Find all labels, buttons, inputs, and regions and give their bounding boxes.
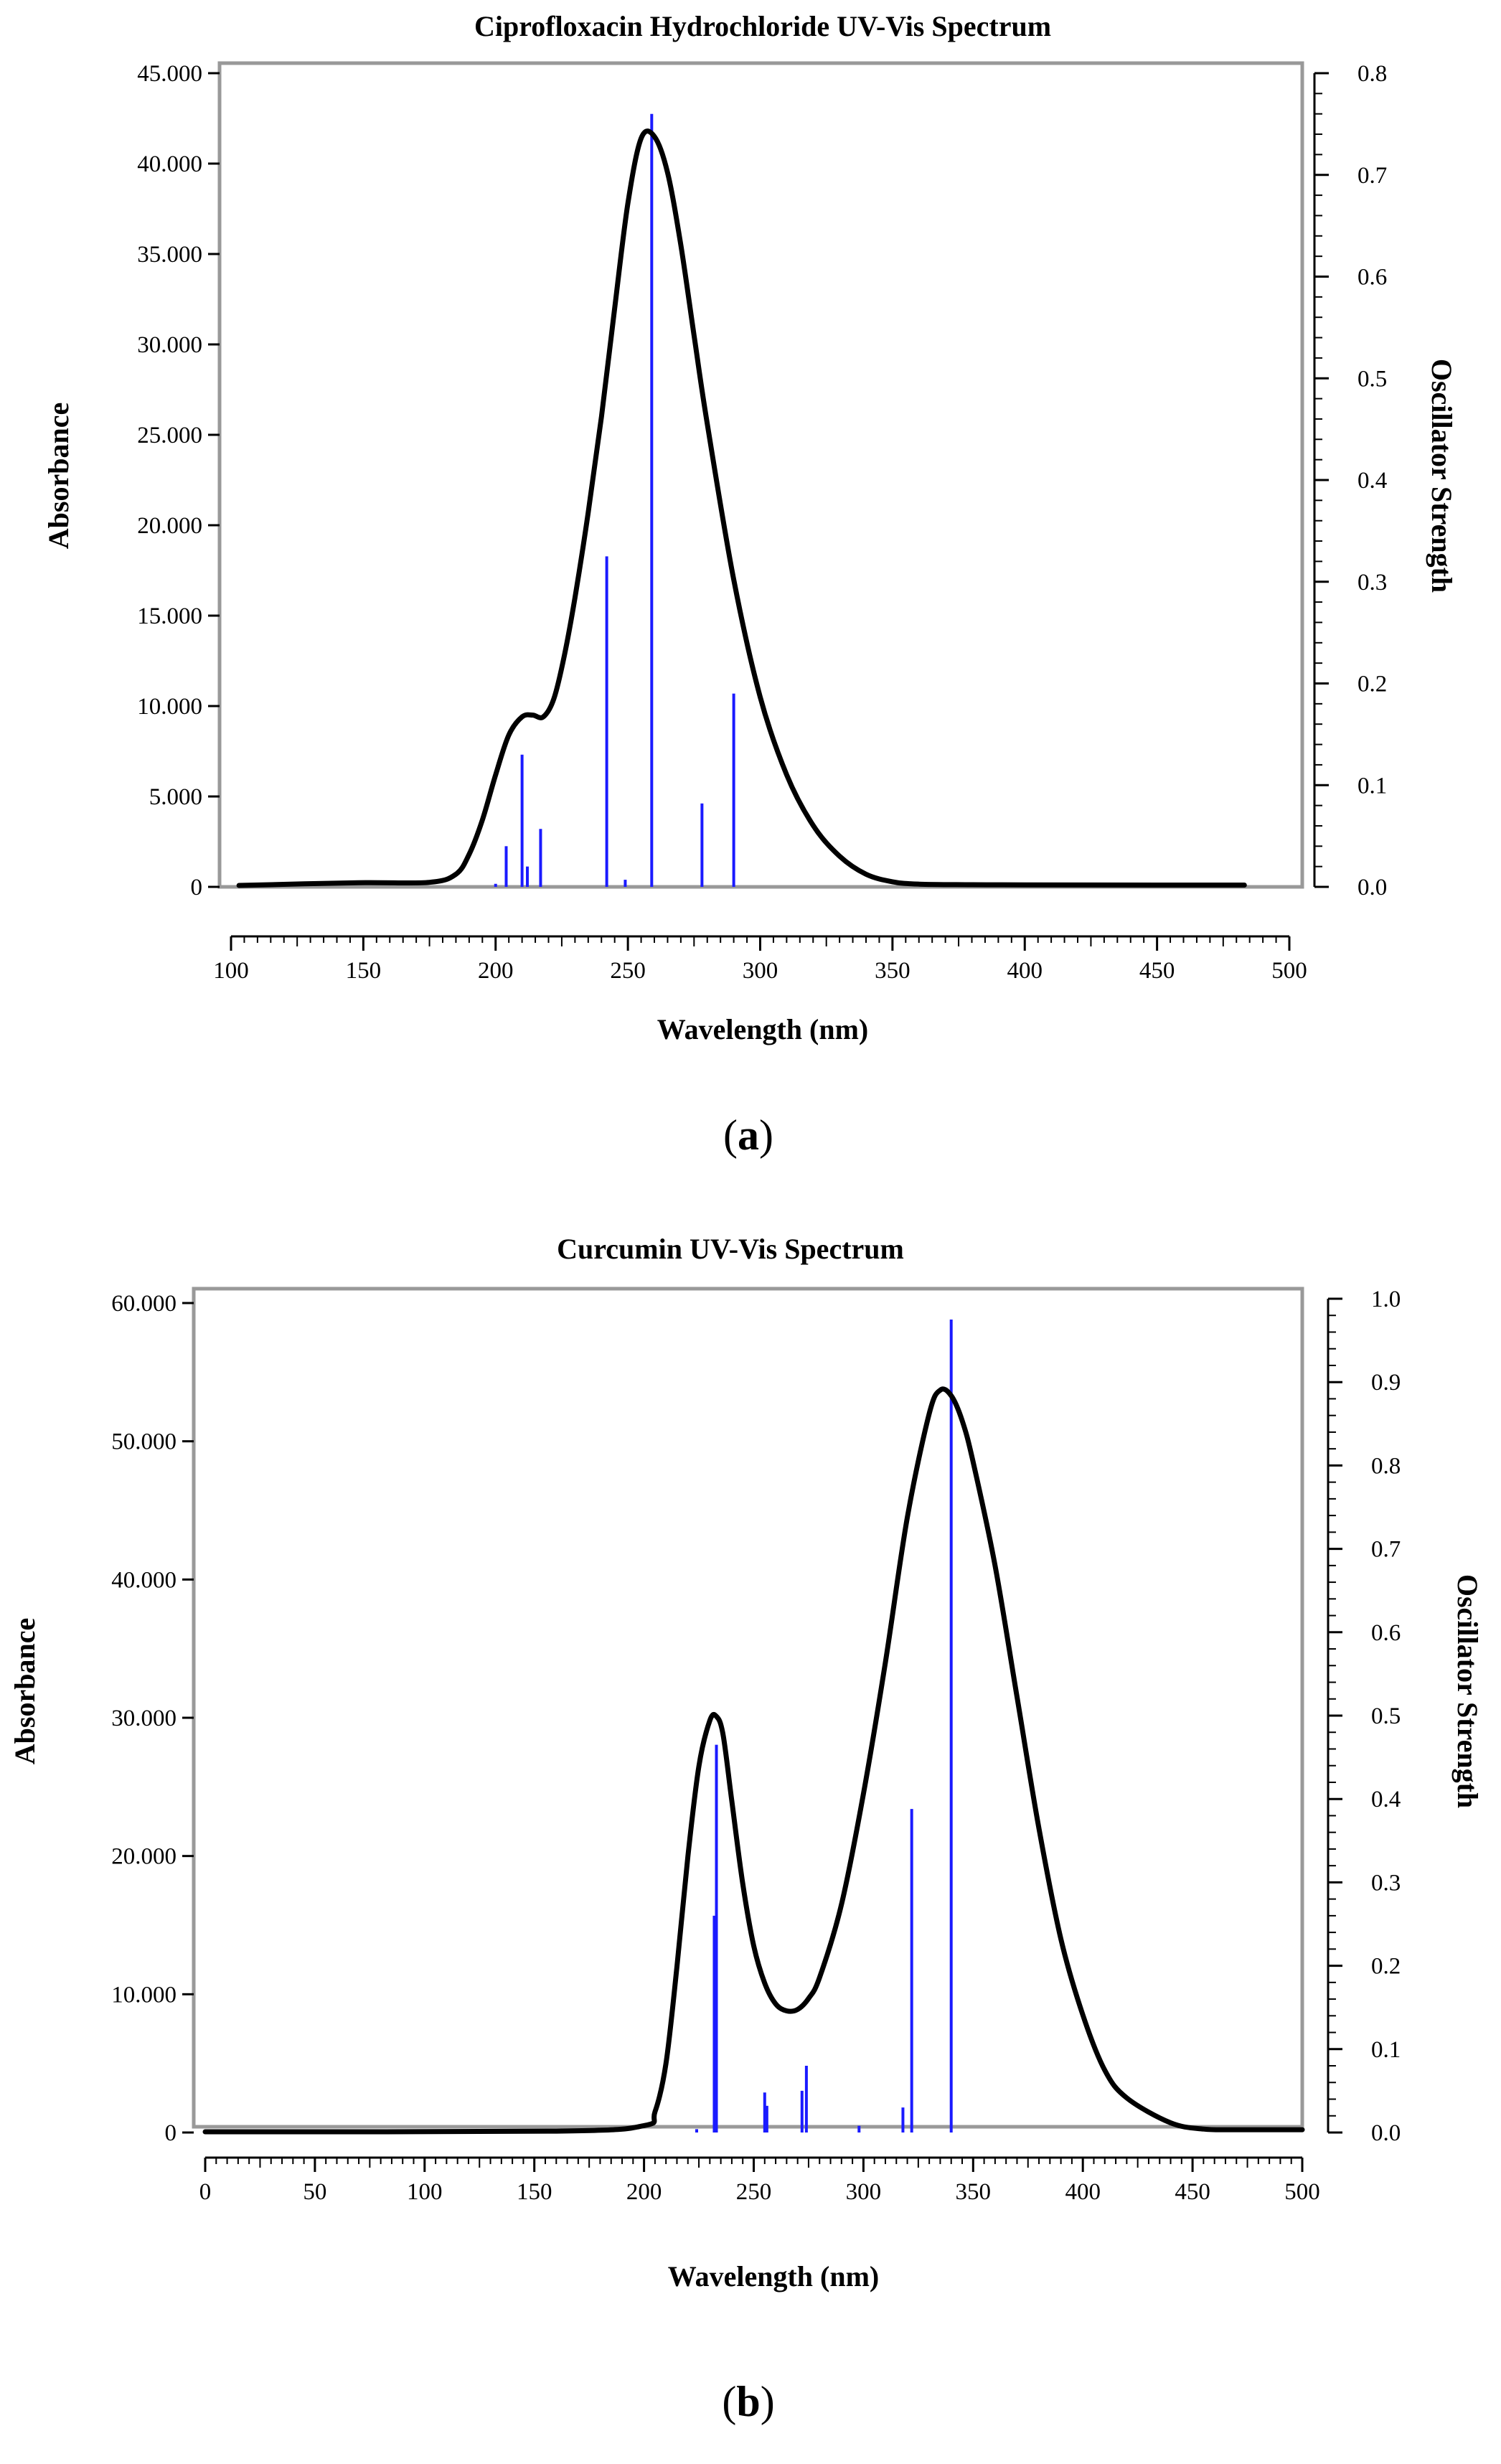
chart-b-y2-tick-label: 0.6 (1371, 1620, 1401, 1646)
chart-b-y2-tick-label: 0.0 (1371, 2120, 1401, 2146)
chart-b-absorbance-curve (202, 1386, 1305, 2135)
chart-a-y2-tick-label: 0.8 (1358, 61, 1387, 87)
chart-a-x-tick-label: 300 (743, 958, 778, 984)
chart-a-y2-tick-label: 0.5 (1358, 366, 1387, 392)
chart-a-absorbance-curve (236, 128, 1247, 888)
chart-b-x-tick-label: 500 (1284, 2179, 1320, 2205)
chart-b-x-axis-label: Wavelength (nm) (668, 2260, 879, 2293)
chart-a-y2-tick-label: 0.4 (1358, 468, 1387, 494)
chart-b-x-tick-label: 50 (303, 2179, 326, 2205)
chart-b-y2-tick-label: 0.7 (1371, 1537, 1401, 1563)
chart-b-y-tick-label: 50.000 (111, 1429, 177, 1455)
chart-a-x-tick-label: 500 (1271, 958, 1307, 984)
chart-b-frame (192, 1287, 1304, 2129)
chart-a-y2-tick-label: 0.7 (1358, 163, 1387, 189)
chart-a-plot-area: 0 5.000 10.000 15.000 20.000 25.000 30.000 35.0… (137, 61, 1387, 984)
chart-b-x-tick-label: 150 (517, 2179, 552, 2205)
chart-a-y-tick-label: 10.000 (137, 694, 202, 720)
chart-a-x-tick-label: 100 (213, 958, 249, 984)
chart-a-y-tick-label: 25.000 (137, 423, 202, 448)
chart-a-frame (217, 61, 1304, 889)
chart-a-y2-tick-label: 0.6 (1358, 265, 1387, 291)
chart-b-x-tick-label: 0 (199, 2179, 212, 2205)
chart-a-y2-tick-label: 0.0 (1358, 875, 1387, 901)
chart-b-x-tick-label: 450 (1175, 2179, 1210, 2205)
chart-b-x-tick-label: 300 (846, 2179, 882, 2205)
chart-a-x-tick-label: 350 (875, 958, 911, 984)
chart-a-title: Ciprofloxacin Hydrochloride UV-Vis Spect… (474, 10, 1051, 42)
chart-b-panel-label: (b) (722, 2378, 774, 2425)
chart-b-y-tick-label: 20.000 (111, 1844, 177, 1870)
chart-b-x-tick-label: 100 (407, 2179, 443, 2205)
chart-b-y2-tick-label: 0.2 (1371, 1954, 1401, 1980)
chart-a-y-tick-label: 5.000 (149, 784, 202, 810)
chart-b-y2-tick-label: 0.1 (1371, 2037, 1401, 2063)
chart-b-y2-tick-label: 1.0 (1371, 1287, 1401, 1312)
chart-a-x-tick-label: 200 (478, 958, 514, 984)
chart-b-title: Curcumin UV-Vis Spectrum (557, 1233, 904, 1265)
chart-b-y2-tick-label: 0.3 (1371, 1870, 1401, 1896)
chart-b-y-axis-label: Absorbance (9, 1618, 41, 1764)
chart-b-y-tick-label: 30.000 (111, 1706, 177, 1731)
chart-a-y-tick-label: 20.000 (137, 513, 202, 539)
chart-a-panel-label: (a) (723, 1111, 773, 1159)
chart-b-x-tick-label: 200 (626, 2179, 662, 2205)
chart-a-y-tick-label: 45.000 (137, 61, 202, 87)
chart-a-x-tick-label: 400 (1007, 958, 1043, 984)
chart-a-x-tick-label: 450 (1139, 958, 1175, 984)
chart-b-y-tick-label: 40.000 (111, 1567, 177, 1593)
chart-b-x-tick-label: 400 (1065, 2179, 1101, 2205)
chart-b-x-tick-label: 350 (956, 2179, 992, 2205)
chart-a-y2-axis-label: Oscillator Strength (1426, 359, 1458, 593)
chart-a-y-tick-label: 30.000 (137, 332, 202, 358)
chart-a-x-tick-label: 150 (346, 958, 382, 984)
chart-b-x-tick-label: 250 (736, 2179, 772, 2205)
chart-b-plot-area: 0 10.000 20.000 30.000 40.000 50.000 60.000 0.0… (111, 1287, 1401, 2205)
chart-a-y-tick-label: 0 (191, 875, 203, 901)
chart-a-y2-tick-label: 0.2 (1358, 672, 1387, 697)
chart-a-y2-tick-label: 0.1 (1358, 773, 1387, 799)
chart-a-y2-tick-label: 0.3 (1358, 570, 1387, 596)
chart-b: Curcumin UV-Vis Spectrum 0 10.000 20.000 30… (9, 1233, 1484, 2425)
chart-a-x-axis-label: Wavelength (nm) (657, 1013, 868, 1045)
chart-b-y2-tick-label: 0.5 (1371, 1703, 1401, 1729)
chart-b-y-tick-label: 10.000 (111, 1982, 177, 2008)
chart-a-y-tick-label: 35.000 (137, 242, 202, 268)
chart-b-y2-tick-label: 0.4 (1371, 1787, 1401, 1812)
chart-a-x-tick-label: 250 (610, 958, 646, 984)
chart-a-y-tick-label: 40.000 (137, 151, 202, 177)
chart-b-y-tick-label: 60.000 (111, 1291, 177, 1317)
chart-a: Ciprofloxacin Hydrochloride UV-Vis Spect… (42, 10, 1458, 1159)
chart-a-y-axis-label: Absorbance (42, 403, 75, 549)
chart-b-y-tick-label: 0 (165, 2120, 177, 2146)
chart-b-y2-tick-label: 0.8 (1371, 1453, 1401, 1479)
chart-b-y2-tick-label: 0.9 (1371, 1370, 1401, 1396)
chart-b-y2-axis-label: Oscillator Strength (1451, 1574, 1484, 1808)
chart-a-y-tick-label: 15.000 (137, 603, 202, 629)
